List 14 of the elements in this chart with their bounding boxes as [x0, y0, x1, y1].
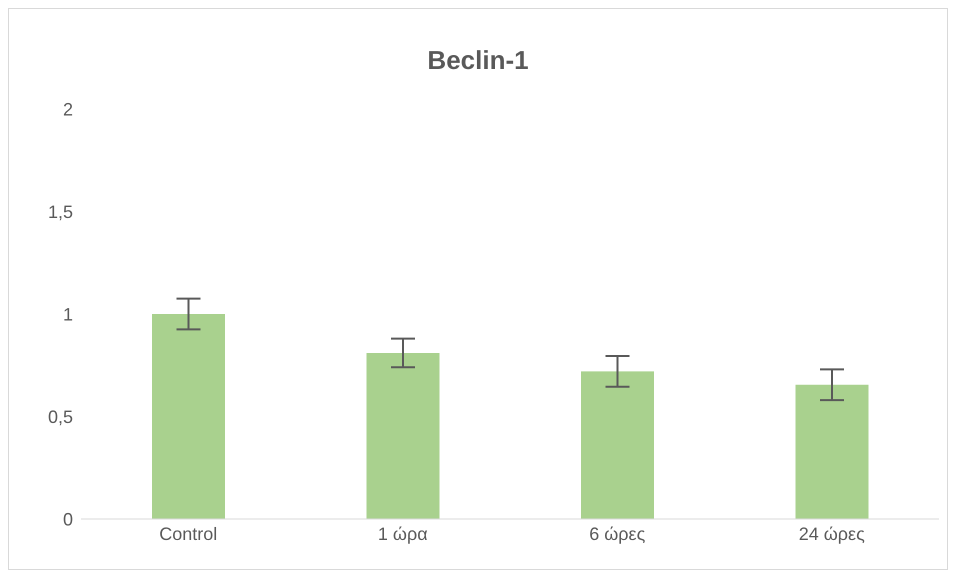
bar — [152, 314, 225, 519]
y-tick-label: 1,5 — [48, 202, 73, 222]
y-tick-label: 0,5 — [48, 406, 73, 427]
bar — [366, 352, 440, 519]
y-tick-label: 0 — [62, 509, 73, 530]
bar — [796, 384, 868, 519]
x-tick-label: 24 ώρες — [798, 524, 866, 544]
chart-title: Beclin-1 — [426, 45, 530, 76]
x-tick-label: 1 ώρα — [378, 524, 428, 544]
y-tick-label: 1 — [62, 304, 73, 324]
x-tick-label: Control — [159, 524, 218, 544]
y-tick-label: 2 — [62, 99, 73, 120]
bar — [581, 371, 654, 519]
x-tick-label: 6 ώρες — [589, 524, 646, 544]
